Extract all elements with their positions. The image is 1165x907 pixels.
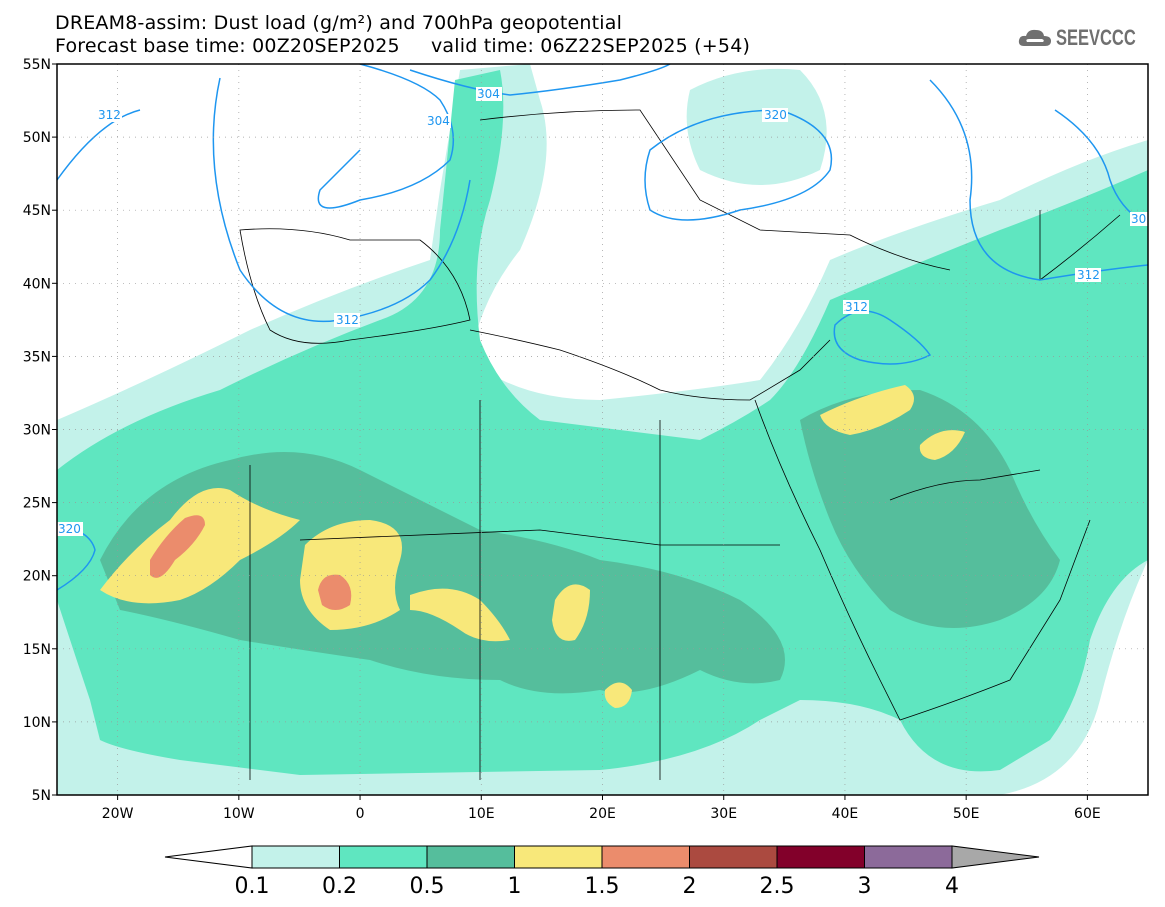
colorbar-tick-label: 0.2 bbox=[322, 874, 357, 899]
contour-label: 30 bbox=[1131, 212, 1146, 226]
colorbar-swatch bbox=[601, 845, 690, 869]
colorbar-tick-label: 4 bbox=[945, 874, 959, 899]
lon-label: 50E bbox=[953, 806, 980, 822]
lon-label: 30E bbox=[710, 806, 737, 822]
logo-text: SEEVCCC bbox=[1056, 25, 1136, 50]
lon-label: 40E bbox=[832, 806, 859, 822]
lat-label: 15N bbox=[23, 642, 51, 658]
contour-label: 312 bbox=[845, 300, 868, 314]
lon-label: 20E bbox=[589, 806, 616, 822]
lon-label: 10W bbox=[223, 806, 255, 822]
dust-field bbox=[57, 64, 1148, 795]
colorbar-over-triangle bbox=[951, 845, 1040, 869]
dust-level-1.5-wsahara bbox=[150, 515, 205, 578]
lon-label: 60E bbox=[1074, 806, 1101, 822]
dust-level-1-kuwait bbox=[919, 430, 965, 460]
dust-level-1-sudan bbox=[552, 584, 590, 641]
lat-label: 50N bbox=[23, 130, 51, 146]
colorbar-tick-label: 1.5 bbox=[585, 874, 620, 899]
lat-label: 55N bbox=[23, 57, 51, 73]
map-subtitle: Forecast base time: 00Z20SEP2025 valid t… bbox=[55, 35, 751, 57]
contour-label: 312 bbox=[336, 313, 359, 327]
coastlines-borders bbox=[239, 109, 1121, 780]
lat-label: 5N bbox=[32, 788, 51, 804]
dust-level-1.5-algeria bbox=[318, 574, 352, 610]
colorbar-under-triangle bbox=[164, 845, 253, 869]
dust-level-0.5-east bbox=[800, 390, 1060, 628]
colorbar-tick-label: 3 bbox=[858, 874, 872, 899]
dust-level-1-niger bbox=[410, 588, 510, 642]
lat-label: 10N bbox=[23, 715, 51, 731]
lat-label: 45N bbox=[23, 203, 51, 219]
lat-label: 20N bbox=[23, 569, 51, 585]
contour-label: 312 bbox=[98, 108, 121, 122]
geopotential-contours bbox=[57, 64, 1148, 591]
lat-label: 30N bbox=[23, 423, 51, 439]
colorbar: 0.1 0.2 0.5 1 1.5 2 2.5 3 4 bbox=[164, 845, 1040, 899]
colorbar-swatch bbox=[251, 845, 340, 869]
colorbar-tick-label: 0.5 bbox=[410, 874, 445, 899]
colorbar-swatch bbox=[426, 845, 515, 869]
contour-label: 312 bbox=[1077, 268, 1100, 282]
colorbar-swatch bbox=[689, 845, 778, 869]
seevccc-logo: SEEVCCC bbox=[1018, 26, 1162, 50]
dust-level-1-chad bbox=[604, 682, 632, 708]
cloud-icon bbox=[1018, 29, 1051, 46]
contour-label: 320 bbox=[58, 522, 81, 536]
dust-level-1-iraq bbox=[820, 385, 914, 435]
contour-label: 304 bbox=[477, 87, 500, 101]
colorbar-tick-label: 2 bbox=[683, 874, 697, 899]
colorbar-swatch bbox=[864, 845, 953, 869]
contour-label: 304 bbox=[427, 114, 450, 128]
colorbar-swatch bbox=[776, 845, 865, 869]
colorbar-swatch bbox=[339, 845, 428, 869]
lat-label: 25N bbox=[23, 496, 51, 512]
contour-label: 320 bbox=[764, 108, 787, 122]
contour-labels: 312 304 304 320 312 312 320 312 30 bbox=[57, 87, 1148, 536]
colorbar-swatch bbox=[514, 845, 603, 869]
colorbar-tick-label: 0.1 bbox=[235, 874, 270, 899]
lon-label: 20W bbox=[102, 806, 134, 822]
latitude-labels: 55N 50N 45N 40N 35N 30N 25N 20N 15N 10N 5N bbox=[23, 57, 57, 804]
colorbar-tick-label: 1 bbox=[508, 874, 522, 899]
colorbar-tick-label: 2.5 bbox=[760, 874, 795, 899]
longitude-labels: 20W 10W 0 10E 20E 30E 40E 50E 60E bbox=[102, 795, 1101, 822]
lat-label: 35N bbox=[23, 349, 51, 365]
lat-label: 40N bbox=[23, 276, 51, 292]
dust-level-0.1-north bbox=[686, 68, 827, 185]
lon-label: 10E bbox=[468, 806, 495, 822]
map-title: DREAM8-assim: Dust load (g/m²) and 700hP… bbox=[55, 12, 623, 34]
lon-label: 0 bbox=[356, 806, 365, 822]
